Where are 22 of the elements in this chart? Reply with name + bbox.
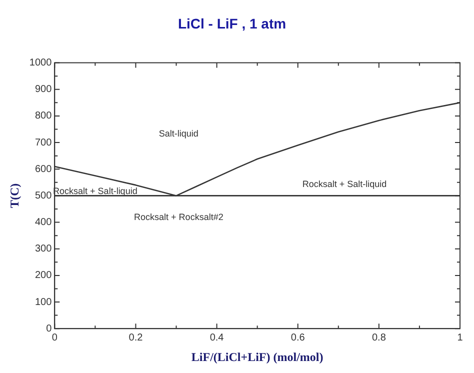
x-axis-title: LiF/(LiCl+LiF) (mol/mol) — [191, 350, 324, 364]
x-tick-label: 0.2 — [128, 332, 144, 344]
y-tick-label: 100 — [34, 296, 52, 308]
x-tick-label: 0.8 — [372, 332, 386, 344]
x-tick-label: 0.4 — [210, 332, 224, 344]
annotation: Rocksalt + Salt-liquid — [302, 178, 387, 189]
y-tick-label: 200 — [34, 270, 52, 282]
y-tick-label: 900 — [34, 84, 52, 96]
y-tick-label: 500 — [34, 190, 52, 202]
x-tick-label: 1 — [457, 332, 464, 344]
y-tick-label: 1000 — [29, 58, 52, 69]
y-tick-label: 400 — [34, 217, 52, 228]
x-tick-label: 0.6 — [290, 332, 306, 344]
y-axis-title: T(C) — [7, 183, 22, 208]
y-tick-label: 700 — [34, 137, 52, 148]
y-tick-label: 600 — [34, 164, 52, 175]
y-tick-label: 0 — [46, 323, 52, 334]
y-tick-label: 800 — [34, 110, 52, 122]
annotation: Salt-liquid — [158, 128, 198, 138]
chart-title: LiCl - LiF , 1 atm — [178, 15, 286, 32]
annotation: Rocksalt + Rocksalt#2 — [134, 212, 224, 222]
y-tick-label: 300 — [34, 244, 52, 255]
